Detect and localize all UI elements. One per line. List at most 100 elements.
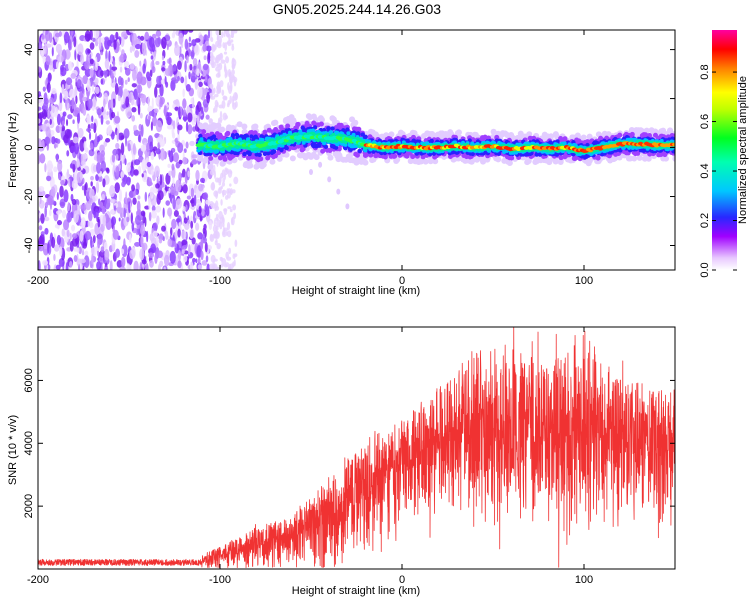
heatmap-cell: [112, 229, 119, 240]
heatmap-cell: [182, 98, 187, 110]
heatmap-cell: [73, 255, 78, 262]
heatmap-cell: [155, 183, 160, 189]
heatmap-cell: [106, 168, 110, 174]
heatmap-cell: [217, 39, 222, 47]
heatmap-cell: [195, 258, 198, 264]
heatmap-cell: [197, 85, 203, 99]
heatmap-cell: [220, 31, 224, 38]
heatmap-cell: [65, 118, 69, 127]
heatmap-cell: [114, 115, 121, 124]
heatmap-cell: [83, 140, 87, 150]
heatmap-cell: [134, 50, 140, 58]
heatmap-cell: [212, 107, 215, 114]
heatmap-cell: [187, 219, 191, 224]
heatmap-cell: [60, 66, 67, 77]
heatmap-cell: [137, 103, 141, 116]
heatmap-cell: [218, 104, 224, 109]
heatmap-cell: [157, 263, 161, 270]
heatmap-cell: [183, 148, 187, 153]
heatmap-cell: [61, 83, 65, 95]
heatmap-cell: [229, 81, 233, 90]
heatmap-cell: [167, 163, 171, 169]
heatmap-cell: [196, 68, 200, 77]
heatmap-cell: [69, 163, 74, 169]
heatmap-cell: [225, 56, 230, 64]
heatmap-cell: [63, 90, 69, 100]
heatmap-cell: [194, 44, 200, 56]
heatmap-cell: [65, 262, 69, 270]
heatmap-cell: [123, 238, 126, 252]
heatmap-cell: [180, 76, 185, 84]
heatmap-cell: [71, 96, 75, 110]
heatmap-cell: [110, 198, 116, 204]
heatmap-cell: [214, 99, 219, 107]
heatmap-cell: [211, 54, 214, 62]
heatmap-cell: [130, 212, 133, 224]
heatmap-cell: [182, 30, 189, 35]
heatmap-cell: [101, 193, 105, 201]
heatmap-cell: [234, 253, 238, 257]
heatmap-cell: [160, 148, 166, 161]
heatmap-cell: [213, 190, 219, 197]
heatmap-cell: [151, 200, 155, 207]
heatmap-cell: [140, 234, 144, 248]
heatmap-cell: [56, 210, 62, 215]
heatmap-cell: [78, 263, 81, 270]
heatmap-cell: [38, 66, 42, 73]
heatmap-cell: [42, 86, 46, 92]
heatmap-cell: [155, 205, 161, 213]
heatmap-cell: [204, 75, 208, 83]
heatmap-cell: [84, 182, 88, 191]
heatmap-cell: [220, 172, 224, 179]
heatmap-cell: [231, 189, 236, 194]
heatmap-cell: [102, 215, 107, 227]
heatmap-cell: [155, 83, 162, 88]
heatmap-cell: [207, 30, 211, 39]
heatmap-cell: [125, 191, 128, 205]
heatmap-cell: [140, 93, 147, 104]
heatmap-cell: [153, 112, 157, 119]
heatmap-cell: [174, 106, 179, 111]
heatmap-cell: [71, 233, 78, 239]
heatmap-cell: [84, 60, 90, 70]
heatmap-cell: [124, 79, 128, 85]
heatmap-cell: [86, 90, 90, 102]
heatmap-cell: [142, 242, 148, 251]
heatmap-cell: [198, 34, 204, 46]
heatmap-cell: [227, 230, 232, 238]
heatmap-cell: [223, 51, 228, 55]
heatmap-cell: [167, 238, 173, 247]
heatmap-cell: [124, 158, 127, 166]
heatmap-cell: [73, 36, 77, 48]
heatmap-cell: [127, 77, 130, 83]
heatmap-cell: [77, 127, 84, 139]
heatmap-cell: [127, 143, 131, 152]
heatmap-cell: [140, 224, 146, 236]
heatmap-cell: [120, 135, 125, 140]
heatmap-cell: [124, 90, 130, 97]
heatmap-cell: [119, 266, 126, 270]
heatmap-cell: [89, 188, 95, 200]
heatmap-cell: [152, 222, 158, 231]
heatmap-cell: [149, 141, 154, 153]
heatmap-cell: [629, 131, 635, 137]
heatmap-cell: [70, 145, 76, 153]
heatmap-cell: [207, 52, 211, 64]
heatmap-cell: [150, 121, 153, 132]
heatmap-cell: [201, 208, 205, 217]
heatmap-cell: [229, 170, 233, 174]
heatmap-cell: [66, 168, 70, 179]
heatmap-cell: [171, 163, 175, 171]
heatmap-cell: [146, 142, 150, 153]
heatmap-cell: [181, 239, 188, 246]
heatmap-cell: [125, 96, 130, 108]
heatmap-cell: [77, 43, 84, 56]
heatmap-cell: [206, 263, 211, 270]
heatmap-cell: [194, 78, 198, 90]
heatmap-cell: [56, 153, 59, 163]
heatmap-cell: [173, 99, 180, 105]
heatmap-cell: [82, 177, 85, 184]
heatmap-cell: [168, 187, 171, 194]
heatmap-cell: [209, 233, 213, 241]
heatmap-cell: [141, 173, 144, 178]
